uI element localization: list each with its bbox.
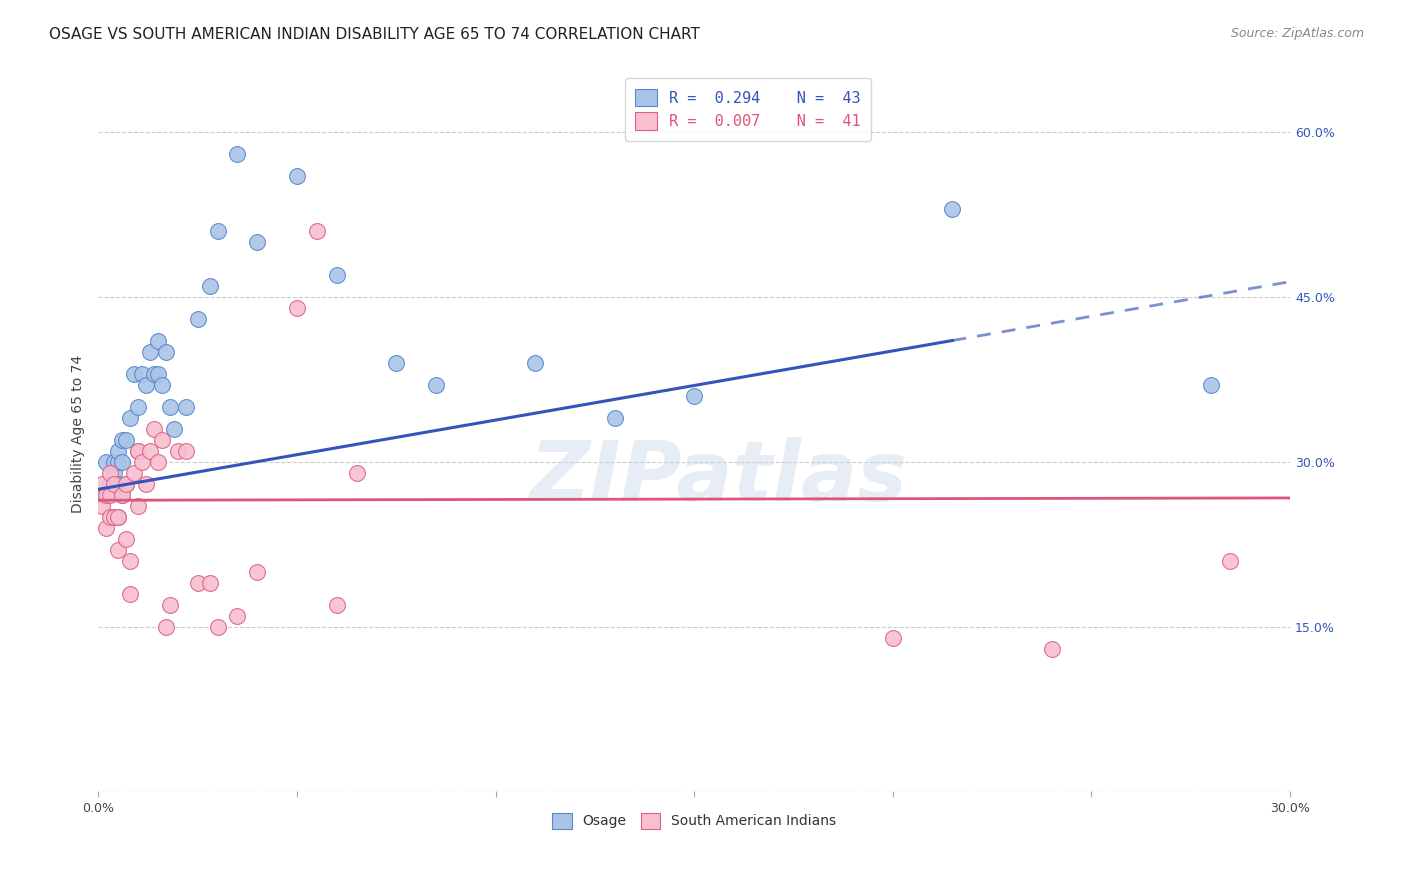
- Point: [326, 598, 349, 612]
- Point: [107, 509, 129, 524]
- Point: [122, 367, 145, 381]
- Point: [103, 476, 125, 491]
- Point: [127, 499, 149, 513]
- Point: [207, 224, 229, 238]
- Point: [163, 422, 186, 436]
- Point: [91, 476, 114, 491]
- Point: [111, 433, 134, 447]
- Point: [187, 312, 209, 326]
- Point: [285, 169, 308, 184]
- Point: [425, 378, 447, 392]
- Point: [107, 542, 129, 557]
- Point: [1219, 554, 1241, 568]
- Point: [174, 400, 197, 414]
- Point: [198, 279, 221, 293]
- Point: [1199, 378, 1222, 392]
- Point: [127, 443, 149, 458]
- Point: [139, 345, 162, 359]
- Point: [127, 400, 149, 414]
- Point: [146, 455, 169, 469]
- Point: [98, 476, 121, 491]
- Point: [91, 488, 114, 502]
- Point: [98, 488, 121, 502]
- Point: [96, 488, 118, 502]
- Point: [131, 455, 153, 469]
- Point: [146, 367, 169, 381]
- Point: [143, 367, 166, 381]
- Point: [107, 455, 129, 469]
- Point: [226, 147, 249, 161]
- Point: [111, 455, 134, 469]
- Point: [174, 443, 197, 458]
- Point: [107, 443, 129, 458]
- Point: [150, 378, 173, 392]
- Point: [207, 619, 229, 633]
- Point: [96, 455, 118, 469]
- Point: [107, 476, 129, 491]
- Point: [103, 466, 125, 480]
- Legend: Osage, South American Indians: Osage, South American Indians: [547, 807, 842, 834]
- Point: [146, 334, 169, 348]
- Text: Source: ZipAtlas.com: Source: ZipAtlas.com: [1230, 27, 1364, 40]
- Point: [226, 608, 249, 623]
- Point: [91, 499, 114, 513]
- Point: [115, 532, 138, 546]
- Point: [122, 466, 145, 480]
- Point: [120, 586, 142, 600]
- Point: [115, 476, 138, 491]
- Point: [135, 378, 157, 392]
- Point: [139, 443, 162, 458]
- Point: [1040, 641, 1063, 656]
- Point: [385, 356, 408, 370]
- Point: [143, 422, 166, 436]
- Point: [285, 301, 308, 315]
- Text: OSAGE VS SOUTH AMERICAN INDIAN DISABILITY AGE 65 TO 74 CORRELATION CHART: OSAGE VS SOUTH AMERICAN INDIAN DISABILIT…: [49, 27, 700, 42]
- Point: [111, 488, 134, 502]
- Point: [131, 367, 153, 381]
- Point: [524, 356, 547, 370]
- Point: [246, 565, 269, 579]
- Point: [98, 466, 121, 480]
- Point: [246, 235, 269, 249]
- Point: [155, 345, 177, 359]
- Point: [120, 410, 142, 425]
- Point: [107, 509, 129, 524]
- Point: [115, 433, 138, 447]
- Text: ZIPatlas: ZIPatlas: [529, 437, 907, 517]
- Point: [941, 202, 963, 217]
- Point: [159, 598, 181, 612]
- Point: [96, 521, 118, 535]
- Point: [882, 631, 904, 645]
- Point: [111, 488, 134, 502]
- Point: [127, 443, 149, 458]
- Point: [155, 619, 177, 633]
- Point: [98, 509, 121, 524]
- Point: [103, 455, 125, 469]
- Point: [603, 410, 626, 425]
- Point: [135, 476, 157, 491]
- Point: [187, 575, 209, 590]
- Point: [683, 389, 706, 403]
- Point: [198, 575, 221, 590]
- Point: [326, 268, 349, 282]
- Point: [103, 509, 125, 524]
- Point: [120, 554, 142, 568]
- Point: [150, 433, 173, 447]
- Point: [305, 224, 328, 238]
- Point: [159, 400, 181, 414]
- Point: [167, 443, 190, 458]
- Point: [346, 466, 368, 480]
- Y-axis label: Disability Age 65 to 74: Disability Age 65 to 74: [72, 355, 86, 514]
- Point: [115, 476, 138, 491]
